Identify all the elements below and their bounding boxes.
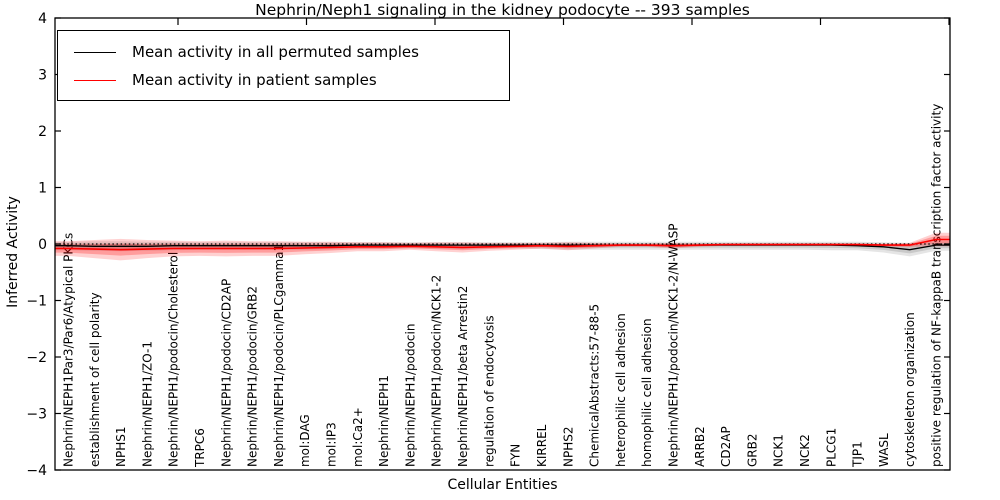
y-tick-label: −1 — [26, 294, 47, 310]
x-axis-label: Cellular Entities — [447, 477, 558, 493]
y-tick-label: 2 — [38, 124, 47, 140]
x-tick-label: Nephrin/NEPH1/podocin/NCK1-2/N-WASP — [666, 224, 680, 467]
x-tick-label: mol:DAG — [298, 414, 312, 467]
y-tick-label: −3 — [26, 407, 47, 423]
x-tick-label: NPHS2 — [561, 427, 575, 468]
y-axis-label: Inferred Activity — [5, 196, 21, 308]
x-tick-label: NPHS1 — [114, 427, 128, 468]
x-tick-label: NCK1 — [772, 434, 786, 467]
x-tick-label: NCK2 — [798, 434, 812, 467]
x-tick-label: mol:IP3 — [325, 422, 339, 467]
legend-item-permuted: Mean activity in all permuted samples — [58, 38, 509, 66]
x-tick-label: Nephrin/NEPH1/podocin/Cholesterol — [167, 252, 181, 467]
x-tick-label: heterophilic cell adhesion — [614, 313, 628, 467]
chart-title: Nephrin/Neph1 signaling in the kidney po… — [255, 1, 750, 19]
x-tick-label: WASL — [877, 433, 891, 467]
x-tick-label: Nephrin/NEPH1/podocin/PLCgamma1 — [272, 244, 286, 467]
x-tick-label: Nephrin/NEPH1Par3/Par6/Atypical PKCs — [62, 233, 76, 467]
patient-mean-line — [55, 238, 950, 251]
x-tick-label: ARRB2 — [693, 426, 707, 467]
x-tick-label: Nephrin/NEPH1/podocin/GRB2 — [246, 286, 260, 467]
x-tick-label: CD2AP — [719, 426, 733, 467]
x-tick-label: Nephrin/NEPH1/podocin/CD2AP — [219, 279, 233, 467]
x-tick-label: TJP1 — [851, 441, 865, 468]
x-tick-label: positive regulation of NF-kappaB transcr… — [930, 104, 944, 467]
x-tick-label: homophilic cell adhesion — [640, 318, 654, 467]
x-tick-label: mol:Ca2+ — [351, 407, 365, 467]
legend: Mean activity in all permuted samples Me… — [57, 30, 510, 101]
y-tick-label: 1 — [38, 181, 47, 197]
legend-line-sample-patient — [74, 79, 116, 81]
x-tick-label: Nephrin/NEPH1 — [377, 375, 391, 467]
y-tick-label: −2 — [26, 350, 47, 366]
x-tick-label: ChemicalAbstracts:57-88-5 — [588, 304, 602, 467]
x-tick-label: FYN — [509, 444, 523, 467]
x-tick-label: KIRREL — [535, 424, 549, 467]
legend-line-sample-permuted — [74, 51, 116, 53]
x-tick-label: establishment of cell polarity — [88, 292, 102, 467]
legend-label-permuted: Mean activity in all permuted samples — [132, 43, 419, 61]
x-tick-label: regulation of endocytosis — [482, 315, 496, 467]
x-tick-label: TRPC6 — [193, 428, 207, 468]
y-tick-label: 3 — [38, 68, 47, 84]
x-tick-label: Nephrin/NEPH1/podocin/NCK1-2 — [430, 275, 444, 467]
x-tick-label: Nephrin/NEPH1/ZO-1 — [140, 341, 154, 467]
y-tick-label: 0 — [38, 237, 47, 253]
x-tick-label: GRB2 — [745, 433, 759, 467]
x-tick-label: Nephrin/NEPH1/beta Arrestin2 — [456, 286, 470, 467]
y-tick-label: −4 — [26, 463, 47, 479]
legend-item-patient: Mean activity in patient samples — [58, 66, 509, 94]
legend-label-patient: Mean activity in patient samples — [132, 71, 377, 89]
x-tick-label: cytoskeleton organization — [903, 312, 917, 467]
x-tick-label: PLCG1 — [824, 428, 838, 467]
x-tick-label: Nephrin/NEPH1/podocin — [403, 324, 417, 467]
y-tick-label: 4 — [38, 11, 47, 27]
